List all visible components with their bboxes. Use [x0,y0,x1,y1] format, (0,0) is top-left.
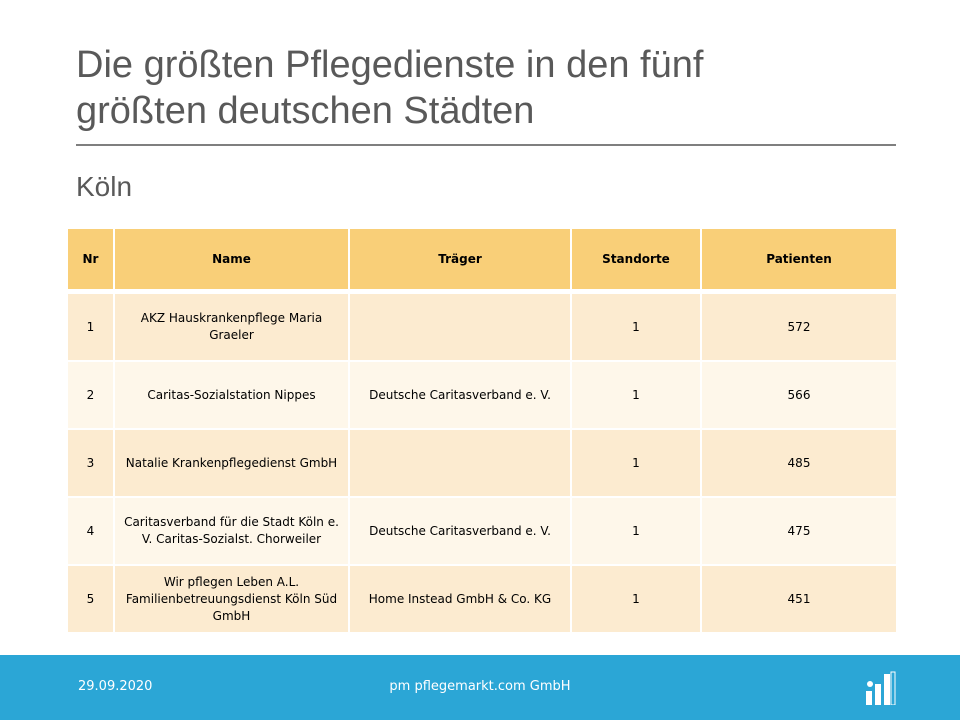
cell-standorte: 1 [570,360,702,430]
cell-nr: 3 [66,428,115,498]
cell-nr: 2 [66,360,115,430]
logo-dot [867,681,873,687]
footer-company: pm pflegemarkt.com GmbH [389,679,571,694]
cell-traeger [348,428,572,498]
column-header-standorte: Standorte [570,227,702,294]
table-row: 2 Caritas-Sozialstation Nippes Deutsche … [66,360,898,430]
cell-nr: 1 [66,290,115,362]
cell-standorte: 1 [570,496,702,566]
cell-standorte: 1 [570,564,702,634]
column-header-patienten: Patienten [700,227,898,294]
cell-patienten: 572 [700,290,898,362]
logo-bar-small [866,691,872,705]
table-row: 4 Caritasverband für die Stadt Köln e. V… [66,496,898,566]
cell-name: Natalie Krankenpflegedienst GmbH [113,428,350,498]
cell-traeger: Deutsche Caritasverband e. V. [348,360,572,430]
cell-name: Wir pflegen Leben A.L. Familienbetreuung… [113,564,350,634]
slide-title: Die größten Pflegedienste in den fünf gr… [76,42,896,134]
cell-traeger: Home Instead GmbH & Co. KG [348,564,572,634]
title-divider [76,144,896,146]
slide-subtitle: Köln [76,171,133,202]
column-header-name: Name [113,227,350,294]
slide-title-line-1: Die größten Pflegedienste in den fünf [76,44,704,86]
table-header-row: Nr Name Träger Standorte Patienten [66,227,898,294]
table-row: 5 Wir pflegen Leben A.L. Familienbetreuu… [66,564,898,634]
cell-name: Caritas-Sozialstation Nippes [113,360,350,430]
logo-bar-outline [890,671,896,705]
cell-name: Caritasverband für die Stadt Köln e. V. … [113,496,350,566]
cell-nr: 5 [66,564,115,634]
slide-title-line-2: größten deutschen Städten [76,90,535,132]
cell-patienten: 451 [700,564,898,634]
table-row: 3 Natalie Krankenpflegedienst GmbH 1 485 [66,428,898,498]
logo-bar-medium [875,684,881,705]
cell-nr: 4 [66,496,115,566]
cell-traeger [348,290,572,362]
cell-name: AKZ Hauskrankenpflege Maria Graeler [113,290,350,362]
cell-traeger: Deutsche Caritasverband e. V. [348,496,572,566]
column-header-nr: Nr [66,227,115,294]
cell-standorte: 1 [570,428,702,498]
logo-bar-large [884,674,890,705]
column-header-traeger: Träger [348,227,572,294]
cell-patienten: 566 [700,360,898,430]
footer-bar: 29.09.2020 pm pflegemarkt.com GmbH [0,655,960,720]
cell-standorte: 1 [570,290,702,362]
ranking-table: Nr Name Träger Standorte Patienten 1 AKZ… [66,227,898,634]
pflegemarkt-logo-icon [866,671,896,705]
cell-patienten: 485 [700,428,898,498]
footer-date: 29.09.2020 [78,679,153,694]
cell-patienten: 475 [700,496,898,566]
table-row: 1 AKZ Hauskrankenpflege Maria Graeler 1 … [66,290,898,362]
